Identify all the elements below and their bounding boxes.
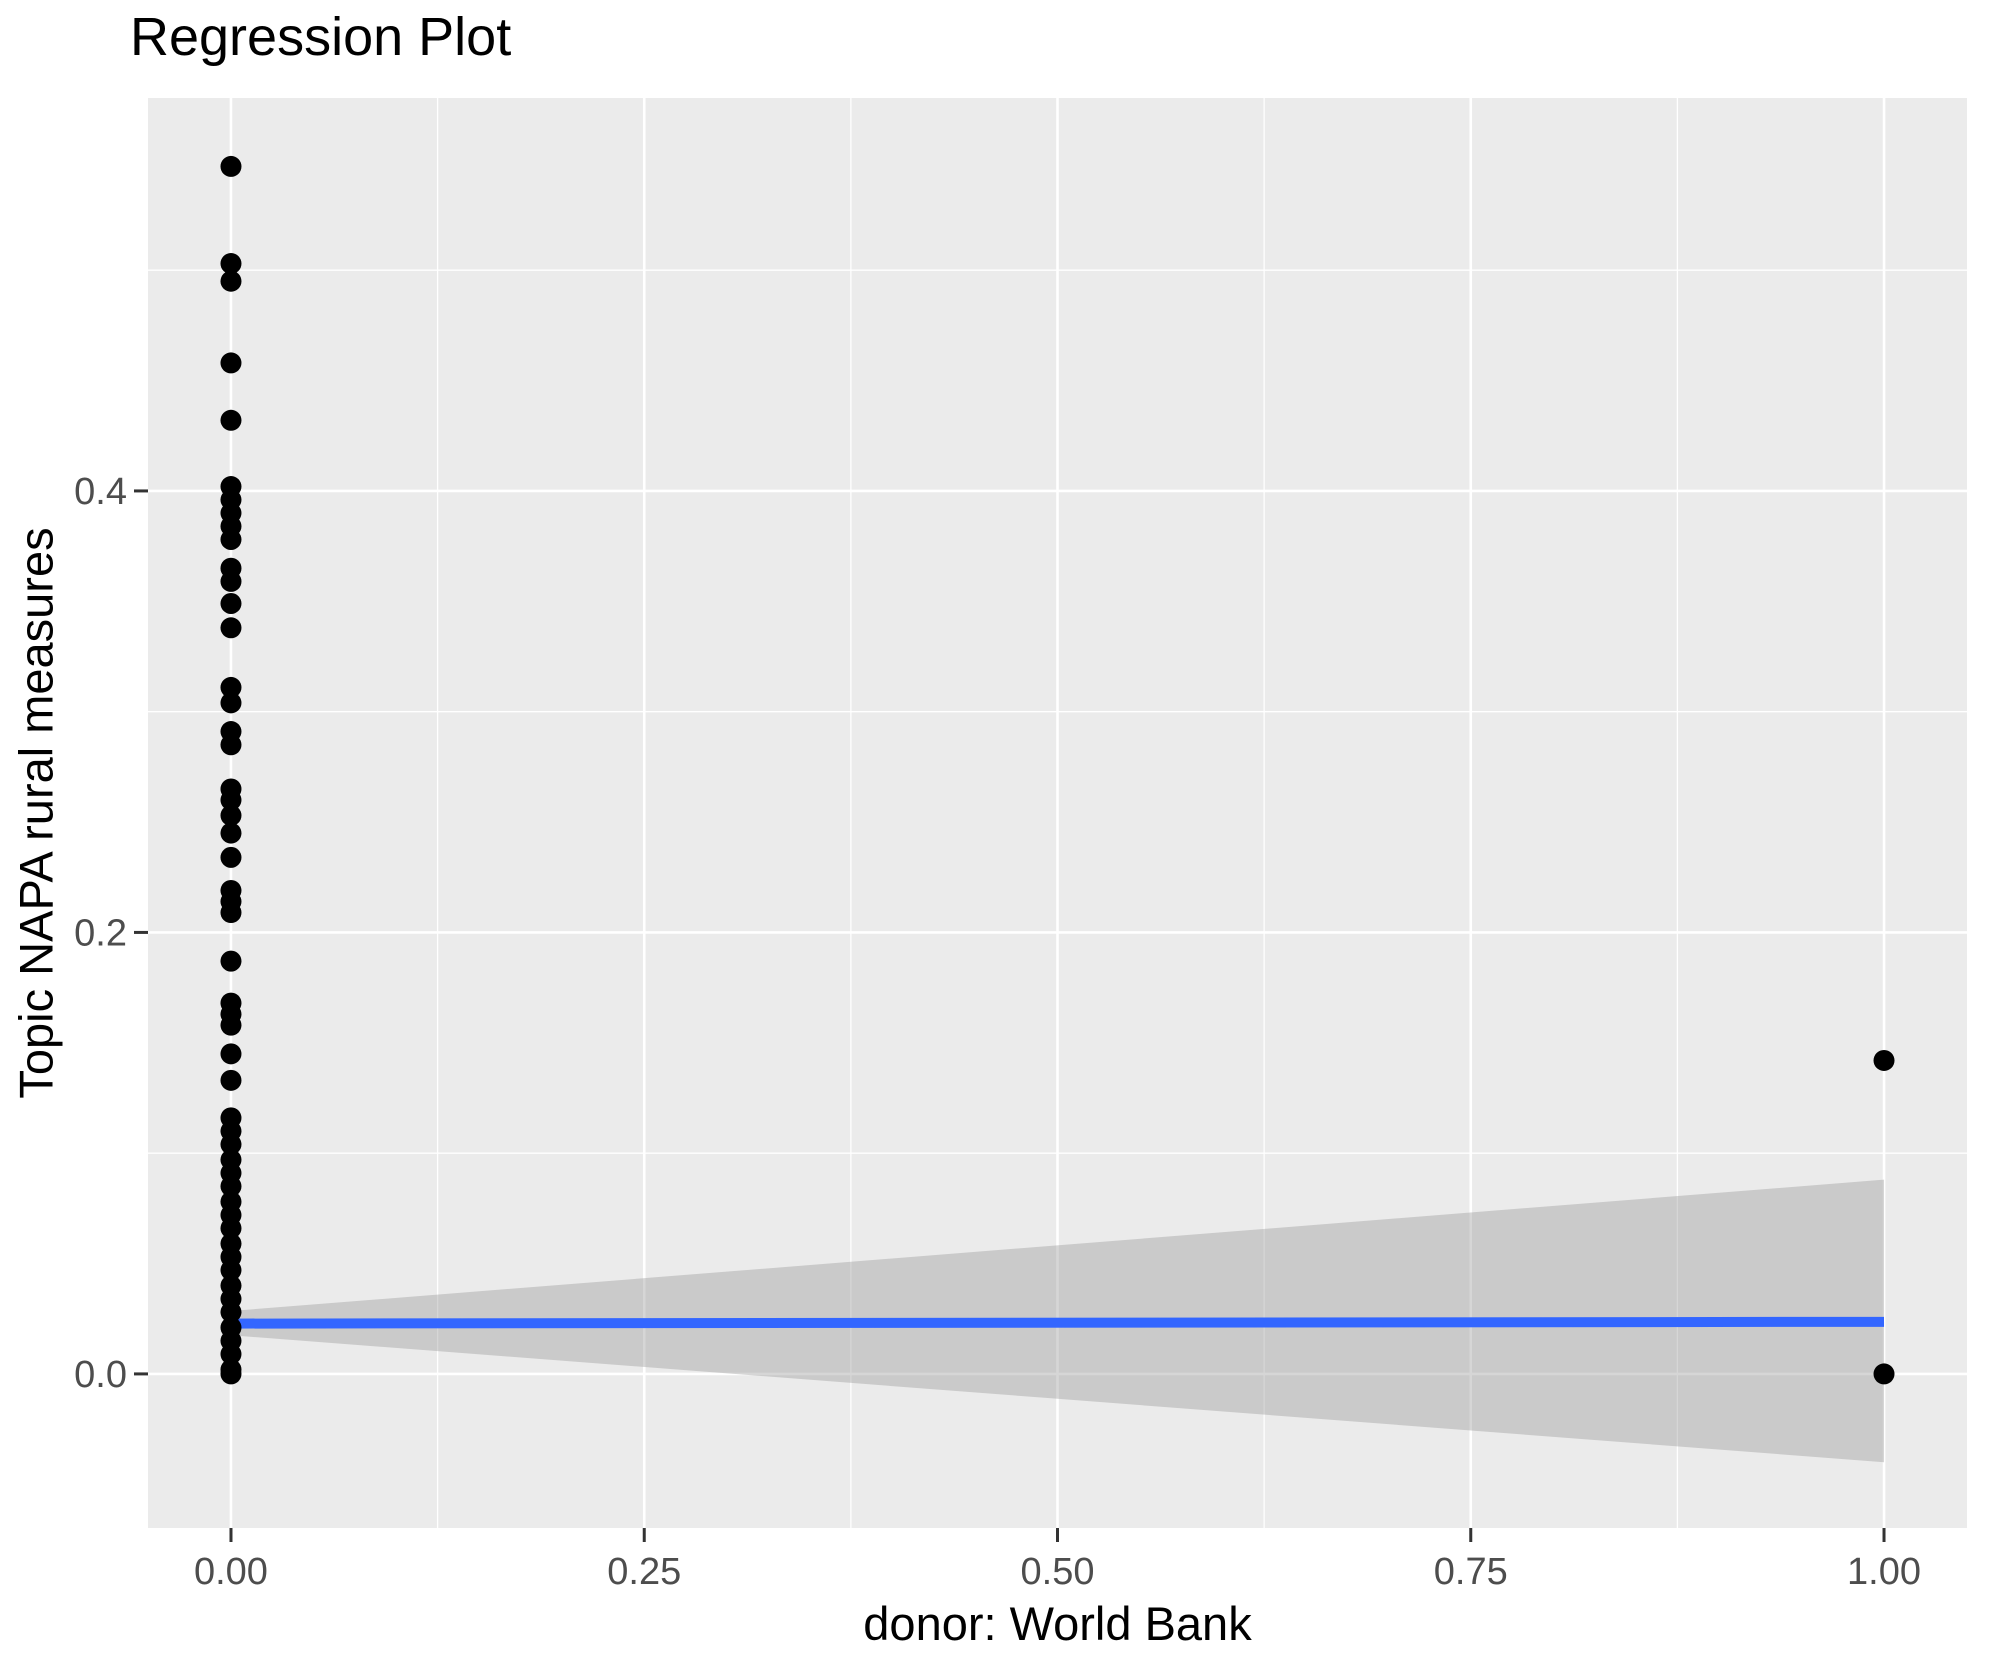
regression-line (230, 1316, 1885, 1329)
data-point (1873, 1363, 1895, 1385)
data-point (220, 692, 242, 714)
x-tick-label: 0.75 (1434, 1551, 1508, 1593)
data-point (220, 352, 242, 374)
data-point (220, 409, 242, 431)
data-point (220, 902, 242, 924)
x-tick-label: 1.00 (1847, 1551, 1921, 1593)
data-point (220, 570, 242, 592)
data-point (220, 1259, 242, 1281)
chart-title: Regression Plot (130, 7, 512, 67)
data-point (220, 617, 242, 639)
data-point (220, 950, 242, 972)
data-point (220, 1043, 242, 1065)
data-point (220, 734, 242, 756)
data-point (220, 1343, 242, 1365)
data-point (220, 528, 242, 550)
data-point (220, 846, 242, 868)
x-tick-label: 0.25 (607, 1551, 681, 1593)
x-tick-label: 0.00 (194, 1551, 268, 1593)
data-point (220, 804, 242, 826)
data-point (220, 822, 242, 844)
x-axis-title: donor: World Bank (863, 1597, 1252, 1650)
data-point (220, 1363, 242, 1385)
y-tick-label: 0.4 (74, 471, 127, 513)
data-point (220, 155, 242, 177)
data-point (220, 1175, 242, 1197)
data-point (220, 676, 242, 698)
x-tick-label: 0.50 (1021, 1551, 1095, 1593)
data-point (220, 1133, 242, 1155)
data-point (220, 270, 242, 292)
data-point (220, 253, 242, 275)
y-tick-label: 0.0 (74, 1354, 127, 1396)
data-point (1873, 1049, 1895, 1071)
data-point (220, 1069, 242, 1091)
data-point (220, 1217, 242, 1239)
data-point (220, 1014, 242, 1036)
data-point (220, 789, 242, 811)
data-point (220, 1301, 242, 1323)
data-point (220, 593, 242, 615)
y-tick-label: 0.2 (74, 912, 127, 954)
